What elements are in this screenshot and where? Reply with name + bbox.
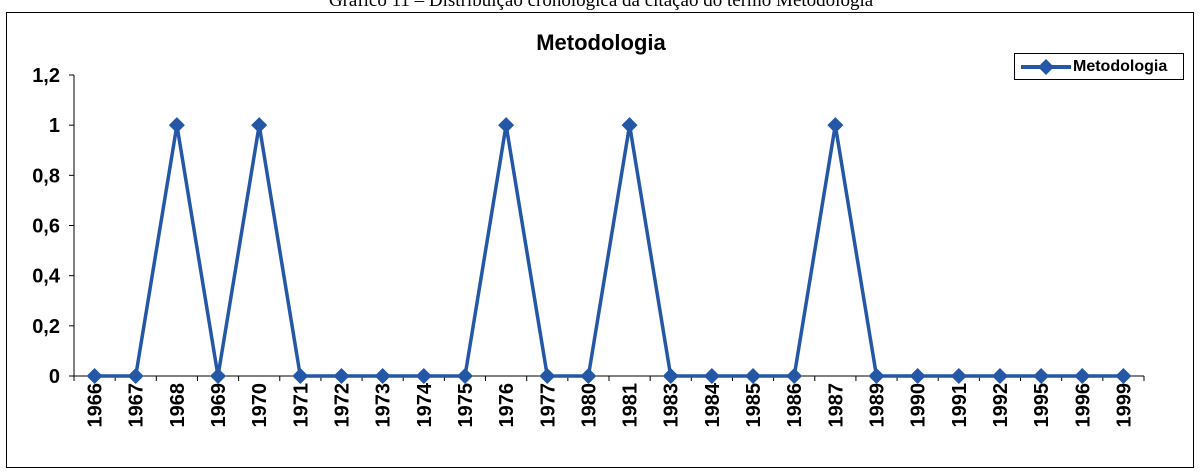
data-point-marker bbox=[456, 368, 473, 384]
x-tick-label: 1987 bbox=[825, 383, 847, 428]
legend-swatch bbox=[1021, 59, 1071, 75]
x-tick-label: 1975 bbox=[455, 383, 477, 428]
data-point-marker bbox=[909, 368, 926, 384]
chart-title: Metodologia bbox=[536, 30, 666, 55]
x-tick-label: 1995 bbox=[1031, 383, 1053, 428]
series-line bbox=[94, 124, 1124, 378]
data-point-marker bbox=[662, 368, 679, 384]
data-point-marker bbox=[868, 368, 885, 384]
data-point-marker bbox=[127, 368, 144, 384]
x-tick-label: 1999 bbox=[1113, 383, 1135, 428]
data-point-marker bbox=[827, 117, 844, 134]
x-tick-label: 1971 bbox=[290, 383, 312, 428]
legend-label: Metodologia bbox=[1073, 58, 1168, 75]
x-tick-label: 1980 bbox=[578, 383, 600, 428]
data-point-marker bbox=[86, 368, 103, 384]
data-point-marker bbox=[1033, 368, 1050, 384]
x-tick-label: 1986 bbox=[784, 383, 806, 428]
y-tick-label: 0,4 bbox=[32, 266, 61, 288]
x-tick-label: 1967 bbox=[126, 383, 148, 428]
x-tick-label: 1989 bbox=[867, 383, 889, 428]
page-caption-text: Gráfico 11 – Distribuição cronológica da… bbox=[328, 0, 874, 11]
x-tick-label: 1970 bbox=[249, 383, 271, 428]
x-tick-label: 1991 bbox=[949, 383, 971, 428]
x-tick-label: 1996 bbox=[1072, 383, 1094, 428]
data-point-marker bbox=[333, 368, 350, 384]
data-point-marker bbox=[745, 368, 762, 384]
x-tick-label: 1984 bbox=[702, 382, 724, 427]
x-tick-label: 1983 bbox=[661, 383, 683, 428]
data-point-marker bbox=[950, 368, 967, 384]
data-point-marker bbox=[251, 117, 268, 134]
data-point-marker bbox=[292, 368, 309, 384]
x-tick-label: 1972 bbox=[332, 383, 354, 428]
data-point-marker bbox=[580, 368, 597, 384]
legend: Metodologia bbox=[1014, 53, 1184, 80]
data-point-marker bbox=[498, 117, 515, 134]
x-tick-label: 1974 bbox=[414, 382, 436, 427]
y-tick-label: 0,2 bbox=[32, 316, 60, 338]
data-point-marker bbox=[1115, 368, 1132, 384]
x-tick-label: 1985 bbox=[743, 383, 765, 428]
x-tick-label: 1966 bbox=[85, 383, 107, 428]
data-point-marker bbox=[703, 368, 720, 384]
x-tick-label: 1992 bbox=[990, 383, 1012, 428]
page-caption-strip: Gráfico 11 – Distribuição cronológica da… bbox=[0, 0, 1202, 14]
y-tick-label: 0,8 bbox=[32, 165, 60, 187]
data-point-marker bbox=[415, 368, 432, 384]
x-tick-label: 1968 bbox=[167, 383, 189, 428]
data-point-marker bbox=[991, 368, 1008, 384]
x-tick-label: 1969 bbox=[208, 383, 230, 428]
data-point-marker bbox=[539, 368, 556, 384]
data-point-marker bbox=[374, 368, 391, 384]
chart-frame bbox=[6, 12, 1194, 468]
legend-marker-icon bbox=[1038, 59, 1054, 75]
x-tick-label: 1990 bbox=[908, 383, 930, 428]
x-tick-label: 1976 bbox=[496, 383, 518, 428]
y-tick-label: 1,2 bbox=[32, 65, 60, 87]
data-point-marker bbox=[210, 368, 227, 384]
y-tick-label: 0,6 bbox=[32, 216, 60, 238]
data-point-marker bbox=[621, 117, 638, 134]
x-tick-label: 1981 bbox=[620, 383, 642, 428]
y-tick-label: 0 bbox=[49, 366, 60, 388]
data-point-marker bbox=[168, 117, 185, 134]
x-tick-label: 1973 bbox=[373, 383, 395, 428]
x-tick-label: 1977 bbox=[537, 383, 559, 428]
data-point-marker bbox=[1074, 368, 1091, 384]
data-point-marker bbox=[786, 368, 803, 384]
y-tick-label: 1 bbox=[49, 115, 60, 137]
